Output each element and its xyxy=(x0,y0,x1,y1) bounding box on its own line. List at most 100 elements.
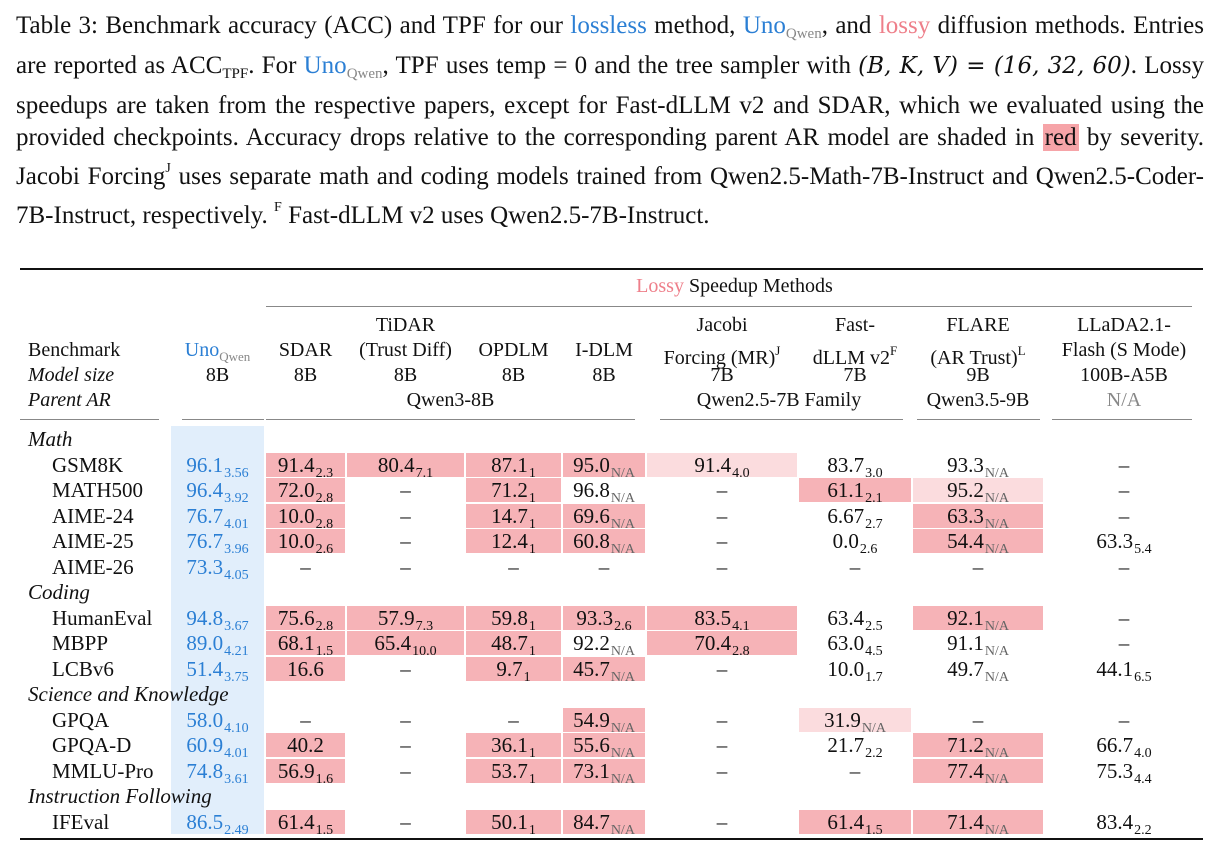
table-cell: 61.12.1 xyxy=(799,478,911,506)
cell-value: 45.7 xyxy=(573,656,610,681)
cell-value: 92.2 xyxy=(573,631,610,655)
cell-tpf: 4.1 xyxy=(732,618,750,634)
table-cell: – xyxy=(466,708,561,732)
cell-tpf: 2.49 xyxy=(224,822,249,838)
cell-value: – xyxy=(400,809,411,834)
cell-value: 63.3 xyxy=(947,503,984,528)
table-cell: – xyxy=(1045,631,1203,655)
cell-tpf: 2.5 xyxy=(865,618,883,634)
cell-value: – xyxy=(598,554,610,579)
cell-value: 55.6 xyxy=(573,733,610,757)
table-cell: 59.81 xyxy=(466,605,561,634)
cell-value: – xyxy=(300,707,311,732)
parent-ar-0: Qwen3-8B xyxy=(406,389,495,411)
cell-tpf: 4.0 xyxy=(1134,746,1152,761)
section-label: Instruction Following xyxy=(28,784,212,808)
cell-tpf: N/A xyxy=(984,542,1009,557)
column-name: FLARE xyxy=(946,314,1010,336)
caption-uno-sub: Qwen xyxy=(785,26,822,42)
table-cell: 76.73.96 xyxy=(171,529,264,557)
cell-value: 6.67 xyxy=(827,503,865,528)
cell-tpf: 2.2 xyxy=(865,746,883,761)
table-cell: 71.4N/A xyxy=(913,809,1043,838)
table-cell: 87.11 xyxy=(466,452,561,481)
cell-value: 53.7 xyxy=(491,758,528,783)
table-cell: 76.74.01 xyxy=(171,504,264,532)
cell-tpf: 4.10 xyxy=(224,720,249,736)
cell-tpf: 4.0 xyxy=(732,465,750,481)
table-cell: 69.6N/A xyxy=(563,503,645,532)
column-name: LLaDA2.1- xyxy=(1077,314,1171,336)
cell-value: 87.1 xyxy=(491,452,528,477)
table-cell: 96.8N/A xyxy=(563,478,645,506)
table-cell: 89.04.21 xyxy=(171,631,264,659)
cell-tpf: N/A xyxy=(984,491,1009,506)
cell-value: 56.9 xyxy=(277,758,315,783)
table-cell: 80.47.1 xyxy=(347,452,464,481)
cell-tpf: 10.0 xyxy=(412,644,437,659)
table-cell: 75.62.8 xyxy=(266,605,345,634)
cell-tpf: 4.5 xyxy=(865,644,883,659)
table-cell: – xyxy=(1045,555,1203,579)
qwen3-rule xyxy=(266,419,635,420)
table-cell: – xyxy=(647,504,797,528)
table-cell: 95.2N/A xyxy=(913,478,1043,506)
cell-value: 54.9 xyxy=(573,707,610,732)
cell-value: – xyxy=(1118,503,1130,528)
column-name: I-DLM xyxy=(575,339,633,361)
cell-value: 44.1 xyxy=(1096,656,1134,681)
cell-value: – xyxy=(1118,554,1130,579)
cell-tpf: 2.8 xyxy=(732,644,750,659)
table-cell: – xyxy=(647,529,797,553)
cell-value: 92.1 xyxy=(947,605,984,630)
column-header-5-line-0: Jacobi xyxy=(640,313,804,338)
cell-value: 59.8 xyxy=(491,605,528,630)
table-cell: 92.1N/A xyxy=(913,605,1043,634)
cell-value: – xyxy=(716,707,728,732)
column-header-8-line-1: Flash (S Mode) xyxy=(1038,338,1210,363)
table-cell: – xyxy=(347,708,464,732)
column-size-7: 9B xyxy=(966,364,990,386)
cell-tpf: 2.2 xyxy=(1134,822,1152,838)
caption-acc-sub: TPF xyxy=(222,66,249,83)
cell-tpf: 6.5 xyxy=(1134,669,1152,685)
cell-value: 75.6 xyxy=(277,605,315,630)
caption-text: , and xyxy=(821,12,879,39)
column-size-0: 8B xyxy=(205,364,230,386)
cell-value: 91.4 xyxy=(277,452,315,477)
parent-ar-header: Parent AR xyxy=(28,389,111,411)
cell-value: – xyxy=(508,554,519,579)
parent-ar-3: N/A xyxy=(1106,389,1142,411)
cell-value: 14.7 xyxy=(491,503,528,528)
lossy-group-rule xyxy=(266,306,1192,307)
cell-value: 63.3 xyxy=(1096,529,1134,553)
caption-text: by severity. Jacobi Forcing xyxy=(16,123,1205,190)
cell-value: – xyxy=(972,554,984,579)
table-cell: 83.73.0 xyxy=(799,453,911,481)
cell-value: 60.9 xyxy=(186,733,224,757)
table-cell: 63.35.4 xyxy=(1045,529,1203,557)
table-cell: – xyxy=(347,504,464,528)
benchmark-header: Benchmark xyxy=(28,339,121,361)
table-cell: 96.13.56 xyxy=(171,453,264,481)
cell-value: 73.1 xyxy=(573,758,610,783)
benchmark-row-label: IFEval xyxy=(52,809,110,834)
column-name: Uno xyxy=(184,339,220,361)
table-cell: 91.42.3 xyxy=(266,452,345,481)
cell-value: – xyxy=(849,554,861,579)
cell-tpf: N/A xyxy=(984,822,1009,838)
cell-tpf: 1.5 xyxy=(865,822,883,838)
caption-text: , TPF uses temp = 0 and the tree sampler… xyxy=(382,52,859,80)
benchmark-row-label: AIME-26 xyxy=(52,554,134,579)
cell-value: – xyxy=(716,529,728,553)
cell-value: 91.1 xyxy=(947,631,984,655)
cell-value: – xyxy=(716,656,728,681)
cell-tpf: 7.1 xyxy=(415,465,434,481)
cell-tpf: N/A xyxy=(984,771,1009,787)
table-cell: 58.04.10 xyxy=(171,708,264,736)
table-cell: 53.71 xyxy=(466,758,561,787)
cell-value: 72.0 xyxy=(277,478,315,502)
table-cell: 72.02.8 xyxy=(266,478,345,506)
table-cell: 10.02.8 xyxy=(266,503,345,532)
table-cell: 63.3N/A xyxy=(913,503,1043,532)
